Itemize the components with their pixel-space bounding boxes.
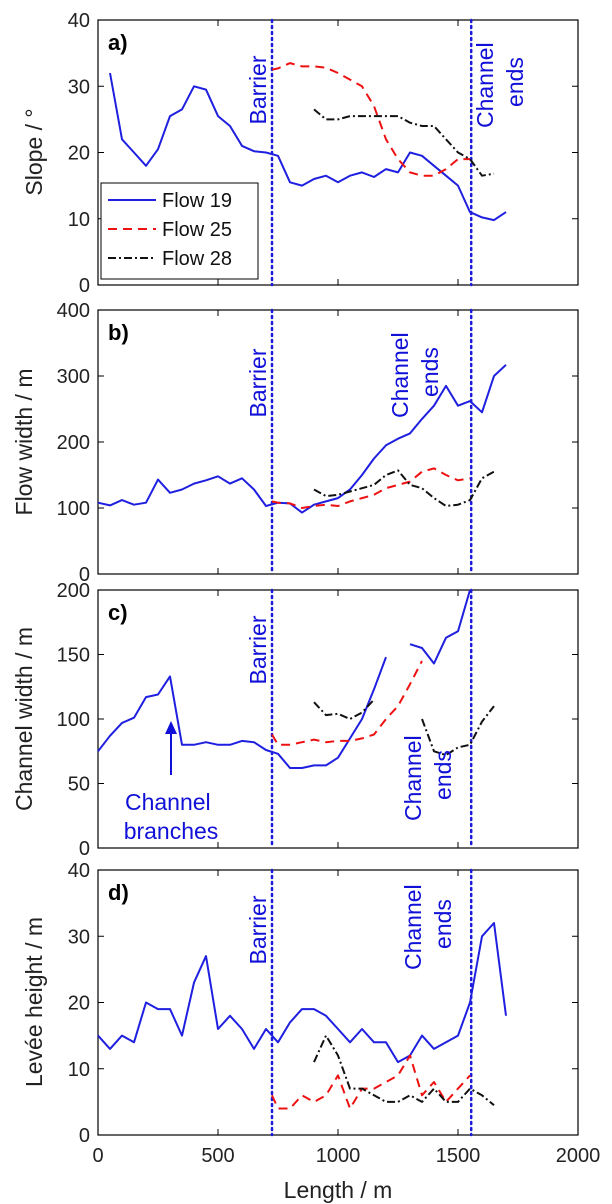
panel-b-ytick-label: 300 (57, 366, 90, 388)
panel-c-branch-label-line1: Channel (125, 789, 211, 815)
panel-d-markers (270, 868, 473, 1137)
panel-a-ytick-label: 0 (79, 275, 90, 297)
panel-d-ylabel: Levée height / m (21, 917, 47, 1087)
panel-b-channel-label-line1: Channel (387, 332, 413, 418)
panel-c-barrier-label: Barrier (245, 615, 271, 684)
panel-a-yticks: 0 10 20 30 40 (68, 10, 579, 297)
panel-b-ytick-label: 400 (57, 300, 90, 322)
legend-label-flow25: Flow 25 (162, 219, 232, 241)
panel-b-letter: b) (108, 320, 129, 345)
panel-d-ytick-label: 30 (68, 926, 90, 948)
panel-d-channel-label: Channel ends (400, 878, 456, 970)
panel-b-barrier-label: Barrier (245, 348, 271, 417)
panel-d-channel-label-line2: ends (430, 899, 456, 949)
panel-c-ytick-label: 100 (57, 709, 90, 731)
panel-d-series-flow28 (313, 1034, 495, 1106)
panel-c-channel-label-line2: ends (430, 750, 456, 800)
panel-d-ytick-label: 40 (68, 860, 90, 882)
panel-d-series (97, 922, 507, 1110)
panel-b-frame (97, 309, 579, 575)
panel-a-ytick-label: 10 (68, 209, 90, 231)
panel-d-series-flow25 (271, 1054, 471, 1110)
panel-b-channel-label-line2: ends (417, 347, 443, 397)
panel-c-ytick-label: 200 (57, 580, 90, 602)
panel-d-ytick-label: 20 (68, 993, 90, 1015)
panel-a-markers (270, 18, 473, 287)
panel-b-ytick-label: 0 (79, 564, 90, 586)
panel-c-letter: c) (108, 600, 128, 625)
x-ticks: 0 500 1000 1500 2000 (92, 1145, 600, 1167)
panel-a-channel-label-line2: ends (502, 57, 528, 107)
panel-b-series-flow25 (271, 467, 471, 509)
panel-c-ytick-label: 0 (79, 838, 90, 860)
panel-b-series-flow28 (313, 469, 495, 507)
panel-a-series-flow28 (313, 108, 495, 177)
legend-label-flow19: Flow 19 (162, 190, 232, 212)
panel-d-ytick-label: 0 (79, 1125, 90, 1147)
panel-b-yticks: 0 100 200 300 400 (57, 300, 579, 586)
panel-c-markers (270, 588, 473, 850)
panel-c-channel-label: Channel ends (400, 729, 456, 821)
panel-c-series-flow25 (271, 660, 423, 746)
panel-a-channel-label: Channel ends (472, 36, 528, 128)
panel-a-ytick-label: 20 (68, 143, 90, 165)
panel-a-series-flow19 (109, 72, 507, 222)
panel-b-series (97, 364, 507, 514)
panel-a-series-flow25 (271, 62, 470, 177)
x-axis-label: Length / m (284, 1177, 393, 1203)
x-tick-label: 2000 (556, 1145, 601, 1167)
panel-d-series-flow19 (97, 922, 507, 1064)
panel-a-channel-label-line1: Channel (472, 42, 498, 128)
x-tick-label: 1000 (316, 1145, 361, 1167)
panel-d-barrier-label: Barrier (245, 895, 271, 964)
legend: Flow 19 Flow 25 Flow 28 (100, 182, 259, 280)
panel-d-yticks: 0 10 20 30 40 (68, 860, 579, 1147)
panel-c: c) Channel width / m 0 50 100 150 200 Barrie… (11, 580, 579, 860)
legend-label-flow28: Flow 28 (162, 248, 232, 270)
panel-a-letter: a) (108, 30, 128, 55)
panel-c-yticks: 0 50 100 150 200 (57, 580, 579, 860)
panel-d-channel-label-line1: Channel (400, 884, 426, 970)
panel-c-branch-label: Channel branches (124, 789, 219, 844)
panel-d-ytick-label: 10 (68, 1059, 90, 1081)
panel-d: d) Levée height / m 0 10 20 30 40 Barrier Ch… (21, 860, 600, 1203)
panel-b-ytick-label: 200 (57, 432, 90, 454)
panel-c-series (97, 589, 495, 769)
x-tick-label: 0 (92, 1145, 103, 1167)
panel-c-ytick-label: 50 (68, 774, 90, 796)
panel-a-ytick-label: 40 (68, 10, 90, 32)
panel-c-series-flow19 (409, 589, 471, 665)
panel-b-channel-label: Channel ends (387, 326, 443, 418)
panel-c-branch-arrowhead (165, 721, 177, 734)
panel-a: a) Slope / ° 0 10 20 30 40 Barrier Channel e… (21, 10, 579, 297)
panel-b-markers (270, 308, 473, 576)
panel-c-branch-label-line2: branches (124, 818, 219, 844)
panel-b-ytick-label: 100 (57, 498, 90, 520)
panel-b-ylabel: Flow width / m (11, 369, 37, 516)
panel-a-ylabel: Slope / ° (21, 108, 47, 195)
panel-a-ytick-label: 30 (68, 76, 90, 98)
panel-c-series-flow28 (421, 705, 495, 757)
panel-b-series-flow19 (97, 364, 507, 514)
x-tick-label: 500 (201, 1145, 234, 1167)
panel-d-frame (97, 869, 579, 1136)
panel-c-ylabel: Channel width / m (11, 627, 37, 811)
panel-c-series-flow28 (313, 698, 375, 720)
x-tick-label: 1500 (436, 1145, 481, 1167)
panel-a-series (109, 62, 507, 222)
panel-d-letter: d) (108, 880, 129, 905)
panel-a-barrier-label: Barrier (245, 55, 271, 124)
panel-c-ytick-label: 150 (57, 645, 90, 667)
panel-c-series-flow19 (97, 656, 387, 769)
panel-c-channel-label-line1: Channel (400, 735, 426, 821)
